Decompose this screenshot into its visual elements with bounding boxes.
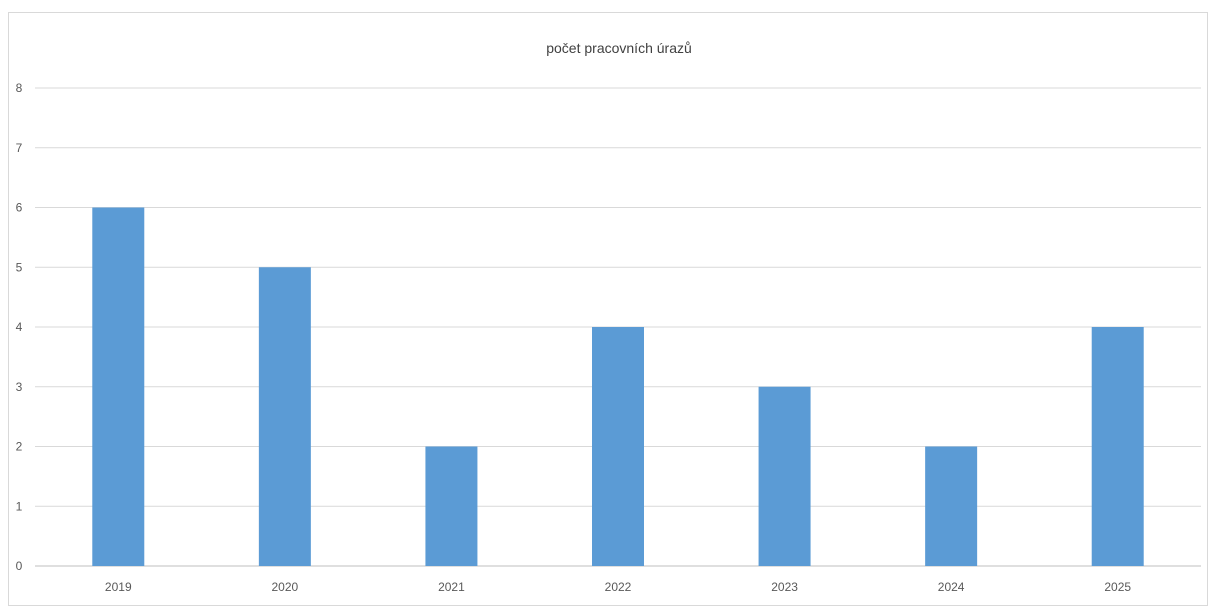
x-tick-label: 2022 — [605, 580, 632, 594]
y-tick-label: 2 — [16, 440, 23, 454]
bar-chart: počet pracovních úrazů 0 1 2 3 4 5 6 7 8 2019 202… — [16, 40, 1201, 594]
bar-2022 — [592, 327, 644, 566]
x-tick-label: 2023 — [771, 580, 798, 594]
bar-2025 — [1091, 327, 1144, 566]
bar-2020 — [258, 267, 311, 566]
bar-2023 — [758, 386, 811, 566]
y-tick-label: 0 — [16, 559, 23, 573]
y-tick-label: 4 — [16, 320, 23, 334]
x-tick-label: 2020 — [272, 580, 299, 594]
y-tick-label: 3 — [16, 380, 23, 394]
bars — [92, 207, 1144, 566]
x-tick-label: 2021 — [438, 580, 465, 594]
y-tick-label: 7 — [16, 141, 23, 155]
y-tick-label: 5 — [16, 260, 23, 274]
x-tick-label: 2025 — [1104, 580, 1131, 594]
x-tick-label: 2024 — [938, 580, 965, 594]
y-tick-label: 1 — [16, 499, 23, 513]
y-tick-label: 6 — [16, 201, 23, 215]
bar-2019 — [92, 207, 145, 566]
bar-2024 — [925, 446, 978, 566]
x-tick-label: 2019 — [105, 580, 132, 594]
x-axis-ticks: 2019 2020 2021 2022 2023 2024 2025 — [105, 580, 1131, 594]
bar-2021 — [425, 446, 478, 566]
y-tick-label: 8 — [16, 81, 23, 95]
y-axis-ticks: 0 1 2 3 4 5 6 7 8 — [16, 81, 23, 573]
chart-area: počet pracovních úrazů 0 1 2 3 4 5 6 7 8 2019 202… — [8, 12, 1208, 606]
chart-title: počet pracovních úrazů — [546, 40, 692, 56]
